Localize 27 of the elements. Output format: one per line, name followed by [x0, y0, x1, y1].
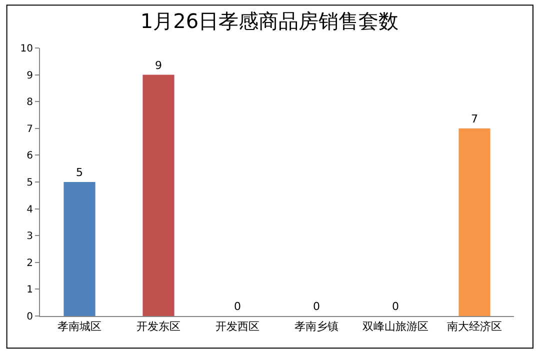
y-tick-label: 1 — [26, 284, 33, 296]
y-tick-label: 3 — [26, 231, 33, 242]
chart-title: 1月26日孝感商品房销售套数 — [140, 9, 399, 34]
y-tick-label: 9 — [26, 70, 33, 82]
y-tick-label: 6 — [26, 150, 33, 162]
x-tick-label: 开发西区 — [216, 320, 260, 334]
x-tick-label: 双峰山旅游区 — [362, 320, 428, 334]
x-tick-label: 孝南乡镇 — [294, 320, 338, 334]
data-label: 0 — [313, 300, 320, 313]
bar — [64, 182, 96, 316]
data-label: 0 — [392, 300, 399, 313]
x-tick-label: 孝南城区 — [58, 320, 102, 334]
y-tick-label: 5 — [26, 178, 33, 188]
bar — [458, 128, 490, 316]
bar — [142, 74, 174, 316]
data-label: 0 — [234, 300, 241, 313]
x-tick-label: 南大经济区 — [447, 320, 502, 334]
y-tick-label: 10 — [20, 44, 33, 54]
data-label: 5 — [76, 166, 83, 179]
y-tick-label: 0 — [26, 312, 33, 322]
data-label: 7 — [471, 112, 478, 126]
y-tick-label: 4 — [26, 204, 33, 216]
y-tick-label: 8 — [26, 97, 33, 108]
data-label: 9 — [155, 58, 162, 72]
x-tick-label: 开发东区 — [136, 320, 180, 334]
y-tick-label: 7 — [26, 124, 33, 135]
y-tick-label: 2 — [26, 258, 33, 269]
